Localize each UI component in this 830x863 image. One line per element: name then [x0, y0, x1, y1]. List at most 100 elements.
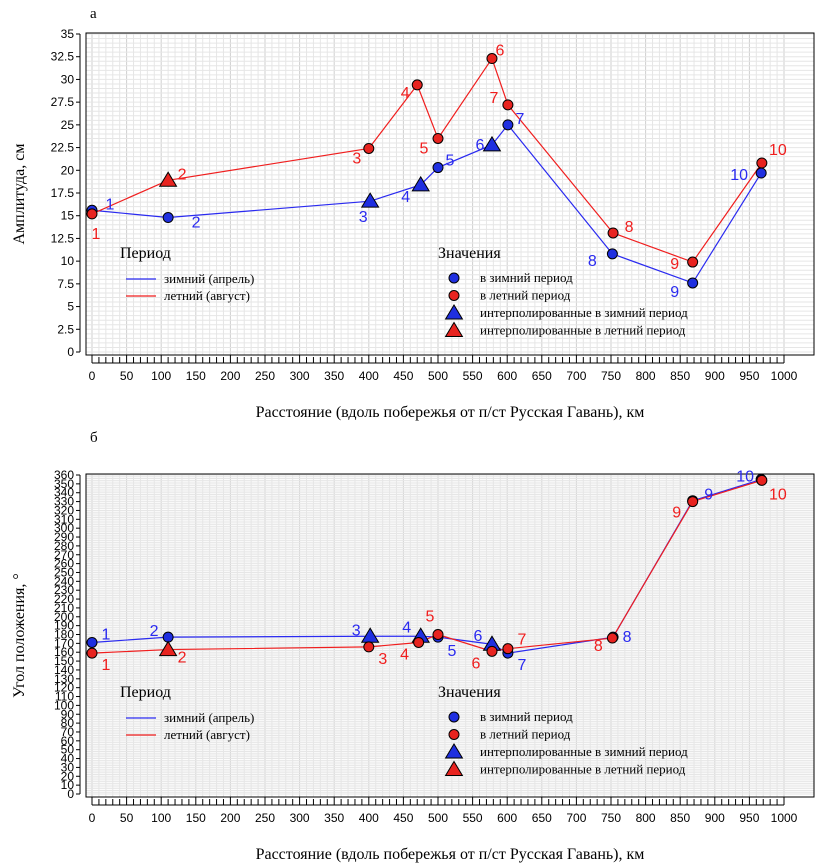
legend-label-summer: летний (август) [164, 727, 250, 742]
legend-label-summer-interpolated: интерполированные в летний период [480, 323, 686, 338]
legend-triangle-winter-icon [444, 743, 464, 759]
point-label: 1 [102, 626, 111, 643]
point-label: 10 [730, 167, 748, 184]
y-tick-label: 0 [67, 787, 74, 801]
y-tick-label: 27.5 [51, 95, 75, 109]
triangle-marker [158, 640, 178, 657]
y-axis: 0 2.5 5 7.5 10 12.5 15 17.5 20 22.5 25 27.5 30 32.5 35 [51, 27, 81, 359]
point-label: 5 [420, 140, 429, 157]
plot-frame [85, 473, 815, 798]
x-tick-label: 400 [359, 369, 379, 383]
legend-label-winter: зимний (апрель) [164, 710, 254, 725]
x-tick-label: 950 [739, 811, 759, 825]
legend-label-winter-values: в зимний период [480, 270, 573, 285]
legend-circle-winter-icon [448, 272, 460, 284]
y-tick-label: 230 [54, 583, 74, 597]
circle-marker [502, 99, 514, 111]
legend-label-summer-interpolated: интерполированные в летний период [480, 762, 686, 777]
legend-circle-summer-icon [448, 290, 460, 301]
x-axis: 0 50 100 150 200 250 300 350 400 450 500 550 600 650 7… [89, 355, 798, 383]
point-label: 2 [178, 650, 187, 667]
x-tick-label: 550 [463, 369, 483, 383]
legend-triangle-winter-icon [444, 304, 464, 320]
x-tick-label: 250 [255, 369, 275, 383]
y-tick-label: 290 [54, 530, 74, 544]
circle-marker [486, 53, 498, 65]
point-label: 6 [496, 43, 505, 60]
point-label: 8 [625, 219, 634, 236]
y-tick-label: 220 [54, 592, 74, 606]
y-tick-label: 40 [61, 752, 75, 766]
x-tick-label: 650 [532, 369, 552, 383]
legend-values: Значения в зимний период в летний период… [438, 684, 688, 777]
x-tick-label: 700 [566, 811, 586, 825]
grid [86, 33, 814, 355]
y-tick-label: 300 [54, 521, 74, 535]
y-tick-label: 350 [54, 477, 74, 491]
point-label: 7 [489, 90, 498, 107]
series-lines [91, 478, 763, 654]
x-tick-label: 1000 [771, 811, 798, 825]
x-tick-label: 750 [601, 369, 621, 383]
point-label: 3 [378, 651, 387, 668]
point-label: 10 [736, 468, 754, 485]
circle-marker [162, 212, 174, 224]
legend-circle-marker [448, 272, 460, 284]
x-tick-label: 100 [151, 369, 171, 383]
point-label: 2 [178, 166, 187, 183]
series-line [91, 479, 763, 654]
legend-period: Период зимний (апрель) летний (август) [120, 245, 254, 303]
circle-marker [687, 277, 699, 289]
y-tick-label: 32.5 [51, 50, 75, 64]
x-tick-label: 100 [151, 811, 171, 825]
y-tick-label: 30 [61, 72, 75, 86]
point-label: 8 [623, 629, 632, 646]
y-tick-label: 210 [54, 601, 74, 615]
circle-marker [756, 157, 768, 169]
y-tick-label: 260 [54, 557, 74, 571]
legend-values-title: Значения [438, 684, 501, 701]
x-tick-label: 850 [670, 369, 690, 383]
y-axis-label: Амплитуда, см [11, 143, 28, 244]
x-tick-label: 800 [636, 369, 656, 383]
point-label: 2 [150, 623, 159, 640]
point-label: 3 [359, 209, 368, 226]
x-axis-label: Расстояние (вдоль побережья от п/ст Русс… [256, 846, 645, 863]
point-label: 7 [517, 657, 526, 674]
x-tick-label: 900 [705, 369, 725, 383]
x-tick-label: 900 [705, 811, 725, 825]
triangle-marker [360, 192, 380, 208]
y-tick-label: 15 [61, 209, 75, 223]
y-tick-label: 160 [54, 645, 74, 659]
y-tick-label: 130 [54, 672, 74, 686]
point-label: 4 [401, 85, 410, 102]
y-tick-label: 90 [61, 707, 75, 721]
y-tick-label: 320 [54, 503, 74, 517]
legend-label-winter-interpolated: интерполированные в зимний период [480, 744, 688, 759]
x-tick-label: 950 [739, 369, 759, 383]
series-line [91, 123, 762, 284]
x-tick-label: 450 [393, 811, 413, 825]
x-tick-label: 600 [497, 369, 517, 383]
x-tick-label: 50 [120, 811, 134, 825]
y-tick-label: 310 [54, 512, 74, 526]
x-tick-label: 150 [186, 369, 206, 383]
y-tick-label: 180 [54, 628, 74, 642]
y-tick-label: 22.5 [51, 141, 75, 155]
x-tick-label: 0 [89, 369, 96, 383]
y-tick-label: 250 [54, 565, 74, 579]
point-label: 4 [400, 646, 409, 663]
y-tick-label: 20 [61, 769, 75, 783]
circle-marker [86, 647, 98, 659]
x-tick-label: 850 [670, 811, 690, 825]
x-tick-label: 1000 [771, 369, 798, 383]
grid [86, 474, 814, 797]
point-label: 7 [515, 111, 524, 128]
legend-triangle-marker [444, 321, 464, 337]
y-tick-label: 17.5 [51, 186, 75, 200]
x-axis: 0 50 100 150 200 250 300 350 400 450 500 550 600 650 7… [89, 797, 798, 825]
legend-label-winter: зимний (апрель) [164, 271, 254, 286]
x-tick-label: 800 [636, 811, 656, 825]
x-axis-label: Расстояние (вдоль побережья от п/ст Русс… [256, 404, 645, 421]
